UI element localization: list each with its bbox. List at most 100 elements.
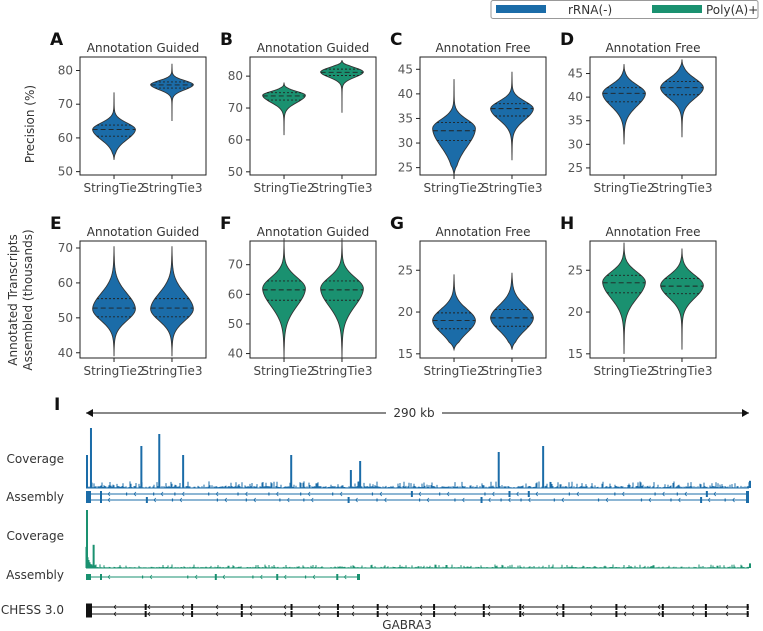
panel-letter: H: [560, 214, 574, 234]
intron-chevron: [426, 497, 430, 503]
violin-stringtie2: [432, 274, 476, 352]
intron-chevron: [107, 491, 111, 497]
coverage-peak: [497, 452, 500, 488]
plot-frame: [589, 56, 717, 176]
exon: [746, 611, 749, 617]
plot-frame: [419, 240, 547, 359]
exon: [216, 498, 218, 502]
x-tick-label: StringTie3: [481, 364, 542, 378]
intron-chevron: [385, 604, 389, 610]
violin-panel-h: H Annotation Free 15 20 25 StringTie2StringTi…: [560, 214, 717, 378]
exon: [187, 575, 189, 579]
scale-arrow-right: [742, 409, 749, 417]
intron-chevron: [621, 491, 625, 497]
intron-chevron: [713, 491, 717, 497]
exon: [86, 603, 92, 611]
intron-chevron: [446, 491, 450, 497]
panel-title: Annotation Guided: [257, 225, 369, 239]
violin-panels: A Annotation Guided50607080StringTie2Stri…: [50, 30, 717, 378]
exon: [237, 492, 239, 496]
exon: [661, 604, 664, 610]
y-tick-label: 50: [58, 311, 73, 325]
panel-letter: C: [390, 30, 402, 50]
intron-chevron: [461, 497, 465, 503]
intron-chevron: [249, 604, 253, 610]
violin-panel-c: C Annotation Free 25 30 35 40 45 StringTie2Stri…: [390, 30, 547, 195]
track-label-assembly: Assembly: [6, 490, 64, 504]
intron-chevron: [259, 574, 263, 580]
exon: [676, 492, 678, 496]
y-tick-label: 25: [398, 161, 413, 175]
exon: [519, 604, 522, 610]
intron-chevron: [215, 491, 219, 497]
x-tick-label: StringTie3: [651, 364, 712, 378]
intron-chevron: [160, 491, 164, 497]
intron-chevron: [379, 491, 383, 497]
plot-frame: [589, 240, 717, 359]
violin-panel-d: D Annotation Free 25 30 35 40 45 StringTie2Stri…: [560, 30, 717, 195]
exon: [303, 498, 305, 502]
intron-chevron: [351, 611, 355, 617]
exon: [191, 604, 194, 610]
y-tick-label: 35: [398, 111, 413, 125]
y-tick-label: 50: [58, 165, 73, 179]
intron-chevron: [507, 497, 511, 503]
exon: [376, 604, 379, 610]
coverage-peak: [158, 434, 161, 488]
intron-chevron: [453, 611, 457, 617]
intron-chevron: [535, 491, 539, 497]
exon: [371, 492, 374, 496]
coverage-noise: [86, 481, 750, 488]
intron-chevron: [339, 491, 343, 497]
exon: [500, 498, 502, 502]
x-tick-label: StringTie2: [83, 181, 144, 195]
exon: [347, 497, 350, 503]
exon: [746, 491, 749, 497]
exon: [615, 611, 618, 617]
intron-chevron: [657, 604, 661, 610]
track-label-coverage: Coverage: [7, 529, 65, 543]
panel-letter: E: [50, 214, 62, 234]
violin-stringtie3: [150, 63, 194, 122]
gene-name: GABRA3: [382, 618, 431, 631]
plot-frame: [79, 56, 207, 176]
y-tick-label: 40: [398, 87, 413, 101]
exon: [144, 611, 147, 617]
exon: [597, 498, 600, 502]
intron-chevron: [307, 491, 311, 497]
violin-panel-g: G Annotation Free 15 20 25 StringTie2StringTi…: [390, 214, 547, 378]
exon: [153, 492, 155, 496]
intron-chevron: [181, 491, 185, 497]
coverage-track: [86, 428, 751, 489]
y-tick-label: 30: [568, 137, 583, 151]
intron-chevron: [561, 497, 565, 503]
x-tick-label: StringTie2: [593, 364, 654, 378]
y-tick-label: 25: [398, 263, 413, 277]
violin-stringtie2: [262, 238, 306, 359]
violin-stringtie2: [602, 64, 646, 145]
coverage-peak: [359, 461, 362, 488]
track-label-annotation: CHESS 3.0: [1, 603, 64, 617]
exon: [208, 492, 210, 496]
intron-chevron: [527, 497, 531, 503]
exon: [144, 604, 147, 610]
intron-chevron: [133, 491, 137, 497]
y-tick-label: 45: [568, 67, 583, 81]
intron-chevron: [181, 604, 185, 610]
intron-chevron: [487, 604, 491, 610]
exon: [484, 492, 486, 496]
panel-letter: A: [50, 30, 64, 50]
violin-stringtie2: [92, 246, 136, 357]
x-tick-label: StringTie2: [593, 181, 654, 195]
x-tick-label: StringTie2: [253, 181, 314, 195]
exon: [86, 610, 92, 618]
intron-chevron: [453, 604, 457, 610]
intron-chevron: [691, 604, 695, 610]
intron-chevron: [576, 491, 580, 497]
y-tick-label: 25: [568, 263, 583, 277]
panel-letter: G: [390, 214, 404, 234]
intron-chevron: [677, 497, 681, 503]
intron-chevron: [317, 604, 321, 610]
exon: [482, 604, 485, 610]
exon: [100, 497, 102, 503]
